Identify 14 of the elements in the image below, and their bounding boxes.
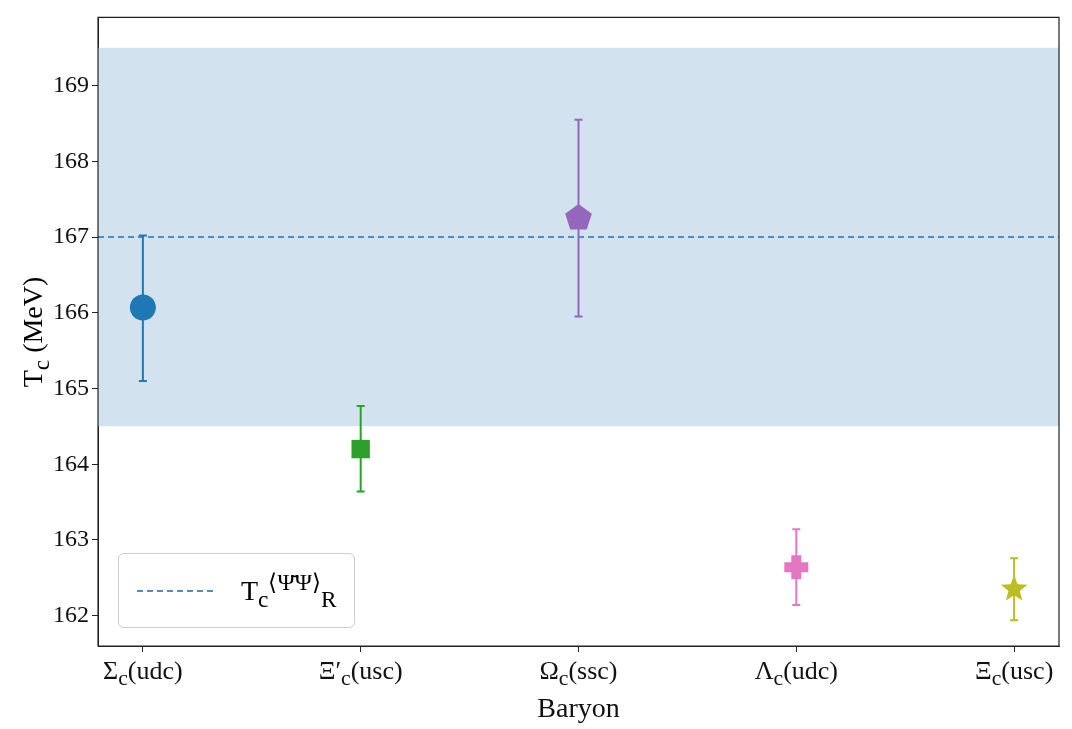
x-tick-label: Ω$_{c}$(ssc) xyxy=(539,656,618,692)
y-tick-label: 162 xyxy=(53,601,89,627)
x-tick-label: Ξ$_{c}$(usc) xyxy=(974,656,1054,692)
x-axis-title: Baryon xyxy=(537,692,620,724)
y-tick-label: 169 xyxy=(53,70,89,97)
y-tick-label: 163 xyxy=(53,525,89,552)
y-tick-label: 166 xyxy=(53,298,89,325)
x-tick-label: Ξ′$_{c}$(usc) xyxy=(318,656,403,692)
y-tick-label: 168 xyxy=(53,146,89,173)
x-tick-label: Σ$_{c}$(udc) xyxy=(103,656,183,692)
x-tick-label: Λ$_{c}$(udc) xyxy=(754,656,838,692)
y-tick-label: 167 xyxy=(53,222,89,249)
y-tick-label: 165 xyxy=(53,373,89,400)
y-tick-label: 164 xyxy=(53,449,89,476)
